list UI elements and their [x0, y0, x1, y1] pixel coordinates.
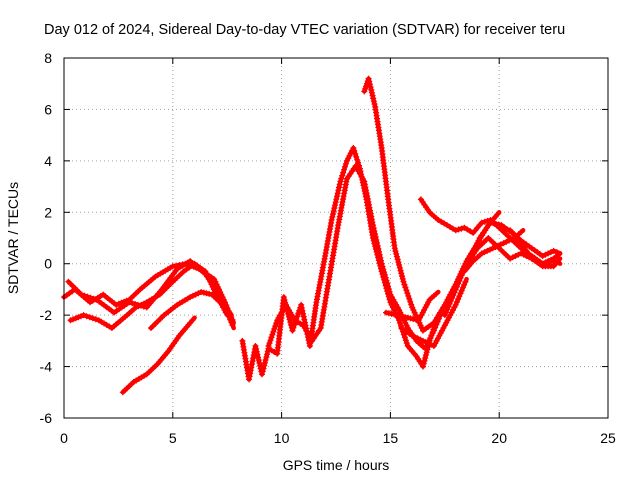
series-sat-j: [398, 276, 469, 349]
x-axis-label: GPS time / hours: [283, 457, 390, 473]
x-tick-label: 10: [274, 430, 290, 446]
series-sat-d: [148, 289, 234, 331]
series-sat-o: [507, 227, 563, 259]
series-sat-e: [119, 315, 197, 396]
chart-title: Day 012 of 2024, Sidereal Day-to-day VTE…: [44, 22, 565, 38]
y-axis-label: SDTVAR / TECUs: [5, 182, 21, 294]
data-series-layer: [61, 75, 563, 396]
y-tick-label: 6: [44, 101, 52, 117]
y-tick-label: 4: [44, 153, 52, 169]
x-tick-label: 5: [169, 430, 177, 446]
x-tick-label: 25: [600, 430, 616, 446]
series-markers: [148, 289, 233, 331]
series-markers: [119, 317, 196, 396]
series-markers: [67, 260, 229, 331]
y-tick-label: -2: [40, 307, 53, 323]
series-markers: [398, 279, 469, 349]
y-tick-label: -6: [40, 410, 53, 426]
series-markers: [417, 196, 560, 267]
series-markers: [383, 290, 440, 324]
series-sat-c: [67, 260, 230, 331]
y-tick-label: 2: [44, 204, 52, 220]
series-markers: [507, 227, 560, 259]
x-tick-label: 15: [383, 430, 399, 446]
series-sat-k: [417, 196, 563, 267]
x-tick-label: 20: [491, 430, 507, 446]
x-tick-label: 0: [60, 430, 68, 446]
series-sat-i: [383, 289, 441, 324]
series-sat-l: [441, 235, 563, 319]
series-line: [362, 76, 502, 333]
series-sat-n: [461, 228, 526, 275]
grid-lines: [64, 58, 608, 418]
y-tick-label: 0: [44, 256, 52, 272]
series-markers: [361, 75, 501, 334]
plot-frame: [63, 57, 609, 419]
y-tick-label: -4: [40, 359, 53, 375]
series-sat-h: [361, 75, 502, 334]
y-tick-label: 8: [44, 50, 52, 66]
